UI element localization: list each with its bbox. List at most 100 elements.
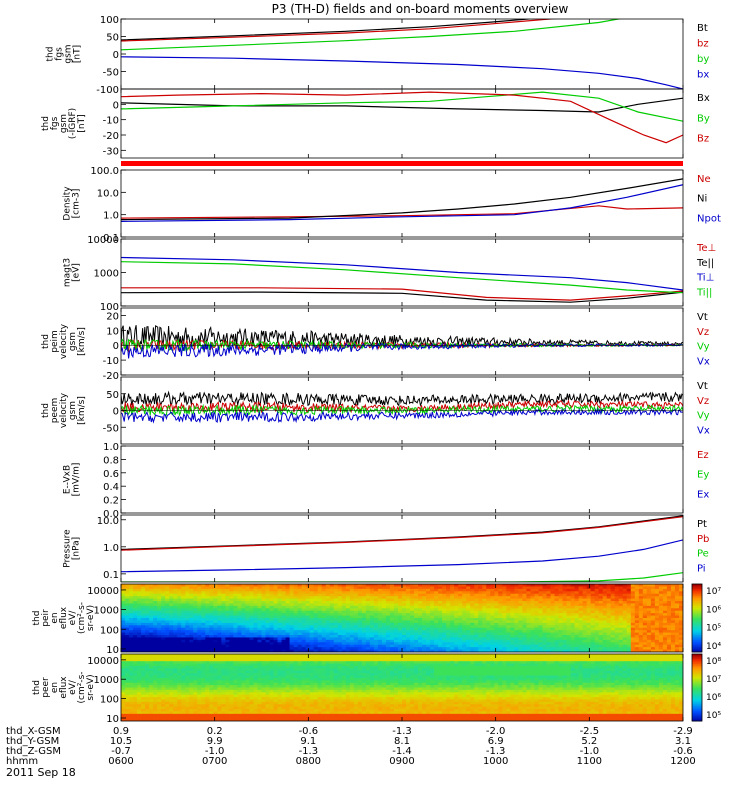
panel-2 — [121, 161, 683, 166]
legend-vx: Vx — [697, 425, 710, 436]
legend-ey: Ey — [697, 470, 709, 481]
orbit-row-value: 9.1 — [300, 736, 316, 747]
legend-ni: Ni — [697, 194, 707, 205]
colorbar-tick-label: 10⁶ — [706, 605, 721, 615]
series-npot — [121, 184, 683, 222]
orbit-row-value: 5.2 — [581, 736, 597, 747]
y-tick-label: -10 — [103, 116, 119, 127]
orbit-row-value: 8.1 — [394, 736, 410, 747]
orbit-row-value: -1.0 — [205, 746, 225, 757]
panel-frame — [120, 445, 684, 514]
y-axis-label: [km/s] — [77, 327, 87, 356]
y-tick-label: 100 — [100, 15, 119, 26]
figure-title: P3 (TH-D) fields and on-board moments ov… — [272, 2, 569, 16]
legend-by: by — [697, 54, 709, 65]
y-tick-label: 0.6 — [103, 469, 119, 480]
orbit-row-label: thd_Y-GSM — [6, 736, 59, 747]
y-axis-label: fgs — [55, 47, 65, 61]
orbit-row-value: 0900 — [389, 756, 414, 767]
panel-9: 10⁷ 10⁶ 10⁵ 10⁴ 10000 1000 100 10 thd peir en eflux… — [32, 583, 721, 656]
y-axis-label: eflux — [59, 676, 69, 699]
y-axis-label: eV/ — [68, 610, 78, 626]
legend-vy: Vy — [697, 342, 710, 353]
y-tick-label: 0.4 — [103, 482, 119, 493]
y-axis-label: E--VxB — [63, 465, 73, 494]
y-axis-label: thd — [41, 116, 51, 131]
y-tick-label: 0.2 — [103, 496, 119, 507]
y-tick-label: 1000 — [94, 606, 119, 617]
y-tick-label: 10 — [106, 326, 119, 337]
y-tick-label: 100 — [100, 625, 119, 636]
y-axis-label: [nPa] — [72, 537, 82, 560]
legend-vy: Vy — [697, 411, 710, 422]
panel-frame — [120, 18, 684, 90]
y-tick-label: -20 — [103, 131, 119, 142]
panel-separator-bar — [121, 161, 683, 166]
orbit-row-label: hhmm — [6, 756, 38, 767]
y-axis-label: fgs — [50, 116, 60, 130]
series-vz — [121, 399, 683, 414]
colorbar-tick-label: 10⁸ — [706, 657, 721, 667]
y-tick-label: -100 — [96, 85, 119, 96]
y-axis-label: [nT] — [77, 114, 87, 132]
orbit-row-value: -1.0 — [580, 746, 600, 757]
y-axis-label: gsm — [59, 114, 69, 133]
series-bx — [121, 56, 683, 89]
y-axis-label: (cm²-s- — [77, 602, 87, 634]
y-axis-label: peir — [41, 609, 51, 627]
y-axis-label: (-IGRF) — [68, 108, 78, 139]
y-axis-label: Pressure — [63, 529, 73, 568]
series-bz — [121, 91, 683, 144]
series-lines — [121, 178, 683, 222]
y-tick-label: 50 — [106, 33, 119, 44]
colorbar-tick-label: 10⁴ — [706, 642, 721, 652]
y-axis-label: [cm-3] — [72, 189, 82, 219]
series-by — [121, 91, 683, 122]
series-pe — [121, 572, 683, 582]
orbit-row-value: 0800 — [296, 756, 321, 767]
y-tick-label: 100 — [100, 695, 119, 706]
series-bt — [121, 19, 536, 41]
panel-7: 1.0 0.8 0.6 0.4 0.2 0.0 E--VxB [mV/m] Ez Ey Ex — [63, 442, 710, 520]
y-axis-label: Density — [63, 186, 73, 221]
orbit-row-value: 1200 — [670, 756, 695, 767]
y-axis-label: thd — [32, 611, 42, 626]
y-tick-label: 10.0 — [97, 516, 119, 527]
legend-npot: Npot — [697, 213, 721, 224]
legend-bx: bx — [697, 70, 709, 81]
colorbar-tick-label: 10⁵ — [706, 711, 721, 721]
series-vx — [121, 407, 683, 424]
legend-ti: Ti⊥ — [696, 273, 714, 284]
y-tick-label: 0.1 — [103, 233, 119, 244]
y-axis-label: velocity — [59, 323, 69, 359]
y-axis-label: en — [50, 682, 60, 693]
orbit-row-value: -1.4 — [392, 746, 412, 757]
orbit-row-value: -2.5 — [580, 726, 600, 737]
series-ti — [121, 261, 683, 294]
y-tick-label: 100 — [100, 302, 119, 313]
legend-te: Te⊥ — [696, 243, 716, 254]
panel-8: 10.0 1.0 0.1 Pressure [nPa] Pt Pb Pe Pi — [63, 514, 709, 583]
y-axis-label: thd — [46, 47, 56, 62]
y-axis-label: en — [50, 612, 60, 623]
orbit-row-value: 10.5 — [110, 736, 132, 747]
series-te — [121, 287, 683, 301]
y-axis-label: magt3 — [63, 258, 73, 287]
date-label: 2011 Sep 18 — [6, 766, 76, 779]
panel-0: 100 50 0 -50 -100 thd fgs gsm [nT] Bt bz by bx — [46, 15, 710, 96]
series-pt — [121, 515, 683, 550]
y-axis-label: gsm — [68, 401, 78, 420]
orbit-row-value: 6.9 — [488, 736, 504, 747]
y-tick-label: 0.1 — [103, 570, 119, 581]
series-pi — [121, 539, 683, 573]
series-bx — [121, 97, 683, 113]
orbit-row-value: -0.6 — [673, 746, 693, 757]
legend-ex: Ex — [697, 489, 709, 500]
series-bz — [121, 19, 558, 42]
y-tick-label: -30 — [103, 146, 119, 157]
y-tick-label: 10.0 — [97, 188, 119, 199]
legend-ez: Ez — [697, 450, 709, 461]
series-lines — [121, 19, 683, 89]
y-tick-label: 10 — [106, 645, 119, 656]
series-lines — [121, 515, 683, 582]
